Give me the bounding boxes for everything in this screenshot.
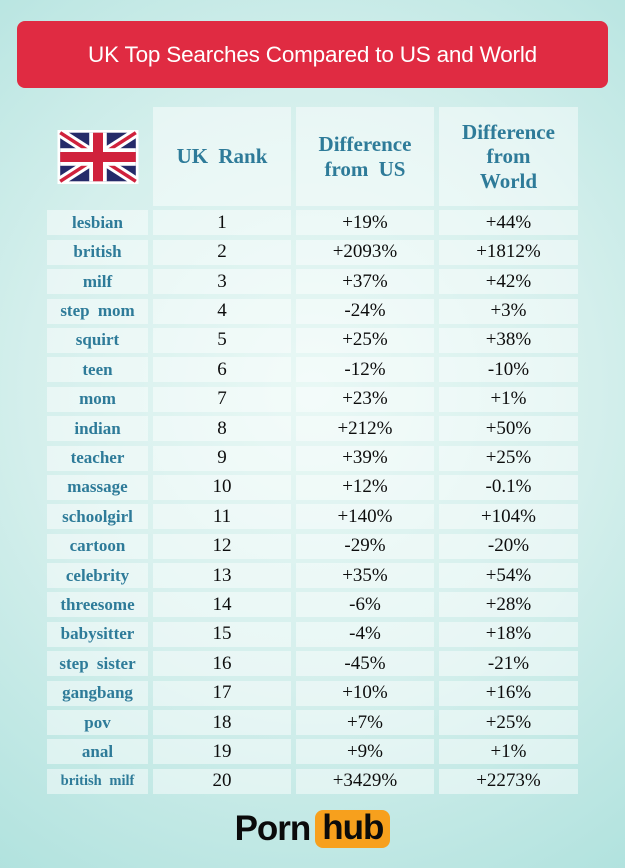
logo-text-porn: Porn: [234, 809, 312, 848]
rank-cell: 11: [153, 504, 291, 530]
us-diff-cell: +7%: [296, 710, 434, 736]
us-diff-cell: +19%: [296, 210, 434, 236]
rank-cell: 8: [153, 416, 291, 442]
us-diff-cell: +25%: [296, 327, 434, 353]
us-diff-cell: +2093%: [296, 239, 434, 265]
search-comparison-table: UK Rank Difference from US Difference fr…: [47, 107, 578, 794]
us-diff-cell: -12%: [296, 357, 434, 383]
rank-cell: 3: [153, 269, 291, 295]
term-cell: gangbang: [47, 680, 148, 706]
world-diff-cell: +104%: [439, 504, 578, 530]
us-diff-cell: +23%: [296, 386, 434, 412]
world-diff-cell: -20%: [439, 533, 578, 559]
world-diff-cell: +1812%: [439, 239, 578, 265]
column-header-difference-from-world: Difference from World: [439, 107, 578, 206]
us-diff-cell: +3429%: [296, 768, 434, 794]
world-diff-cell: +3%: [439, 298, 578, 324]
term-cell: schoolgirl: [47, 504, 148, 530]
us-diff-cell: +39%: [296, 445, 434, 471]
term-cell: pov: [47, 710, 148, 736]
us-diff-cell: -45%: [296, 651, 434, 677]
pornhub-logo: Porn hub: [0, 809, 625, 849]
us-diff-cell: -29%: [296, 533, 434, 559]
world-diff-cell: -10%: [439, 357, 578, 383]
term-cell: celebrity: [47, 563, 148, 589]
world-diff-cell: -21%: [439, 651, 578, 677]
page-title: UK Top Searches Compared to US and World: [88, 41, 537, 67]
term-cell: milf: [47, 269, 148, 295]
term-cell: teacher: [47, 445, 148, 471]
term-cell: lesbian: [47, 210, 148, 236]
rank-cell: 12: [153, 533, 291, 559]
rank-cell: 4: [153, 298, 291, 324]
world-diff-cell: +1%: [439, 386, 578, 412]
term-cell: step mom: [47, 298, 148, 324]
world-diff-cell: +25%: [439, 710, 578, 736]
world-diff-cell: +1%: [439, 739, 578, 765]
title-banner: UK Top Searches Compared to US and World: [17, 21, 608, 88]
rank-cell: 17: [153, 680, 291, 706]
rank-cell: 20: [153, 768, 291, 794]
uk-flag-header-cell: [47, 107, 148, 206]
us-diff-cell: +35%: [296, 563, 434, 589]
logo-hub-badge: hub: [315, 808, 391, 848]
term-cell: anal: [47, 739, 148, 765]
world-diff-cell: +42%: [439, 269, 578, 295]
column-header-uk-rank: UK Rank: [153, 107, 291, 206]
us-diff-cell: -24%: [296, 298, 434, 324]
column-header-difference-from-us: Difference from US: [296, 107, 434, 206]
world-diff-cell: +54%: [439, 563, 578, 589]
us-diff-cell: +12%: [296, 474, 434, 500]
rank-cell: 6: [153, 357, 291, 383]
us-diff-cell: +9%: [296, 739, 434, 765]
term-cell: teen: [47, 357, 148, 383]
world-diff-cell: +25%: [439, 445, 578, 471]
world-diff-cell: -0.1%: [439, 474, 578, 500]
world-diff-cell: +44%: [439, 210, 578, 236]
us-diff-cell: -4%: [296, 621, 434, 647]
world-diff-cell: +18%: [439, 621, 578, 647]
us-diff-cell: +140%: [296, 504, 434, 530]
world-diff-cell: +28%: [439, 592, 578, 618]
rank-cell: 10: [153, 474, 291, 500]
rank-cell: 2: [153, 239, 291, 265]
term-cell: threesome: [47, 592, 148, 618]
rank-cell: 5: [153, 327, 291, 353]
rank-cell: 1: [153, 210, 291, 236]
term-cell: british milf: [47, 768, 148, 794]
rank-cell: 16: [153, 651, 291, 677]
world-diff-cell: +2273%: [439, 768, 578, 794]
rank-cell: 14: [153, 592, 291, 618]
term-cell: british: [47, 239, 148, 265]
us-diff-cell: +37%: [296, 269, 434, 295]
us-diff-cell: +10%: [296, 680, 434, 706]
rank-cell: 7: [153, 386, 291, 412]
term-cell: squirt: [47, 327, 148, 353]
term-cell: massage: [47, 474, 148, 500]
rank-cell: 19: [153, 739, 291, 765]
us-diff-cell: -6%: [296, 592, 434, 618]
rank-cell: 15: [153, 621, 291, 647]
term-cell: indian: [47, 416, 148, 442]
uk-flag-icon: [57, 129, 138, 184]
world-diff-cell: +38%: [439, 327, 578, 353]
term-cell: cartoon: [47, 533, 148, 559]
world-diff-cell: +50%: [439, 416, 578, 442]
term-cell: babysitter: [47, 621, 148, 647]
rank-cell: 18: [153, 710, 291, 736]
us-diff-cell: +212%: [296, 416, 434, 442]
term-cell: mom: [47, 386, 148, 412]
rank-cell: 9: [153, 445, 291, 471]
logo-text-hub: hub: [322, 808, 384, 847]
term-cell: step sister: [47, 651, 148, 677]
rank-cell: 13: [153, 563, 291, 589]
world-diff-cell: +16%: [439, 680, 578, 706]
